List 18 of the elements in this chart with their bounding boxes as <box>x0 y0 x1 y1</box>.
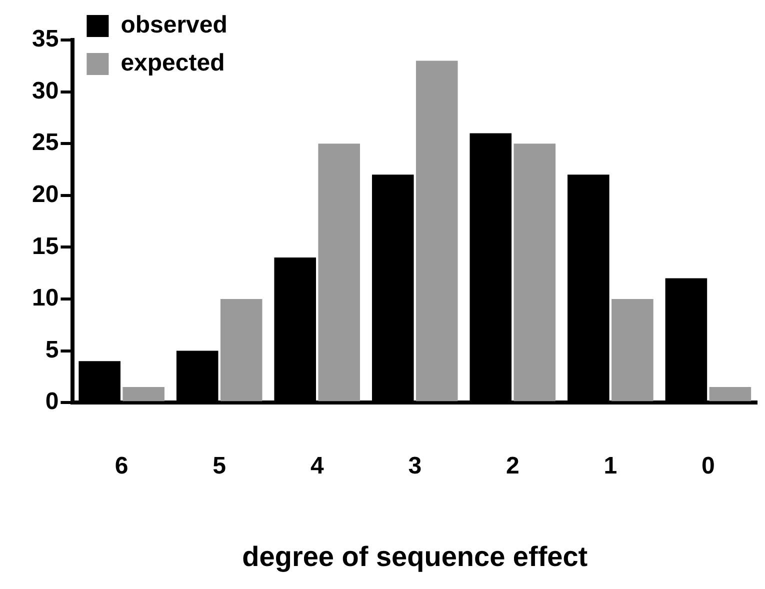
x-tick-label: 3 <box>408 452 422 480</box>
legend-label: observed <box>120 12 228 39</box>
x-tick-label: 5 <box>212 452 226 480</box>
x-tick-label: 6 <box>114 452 128 480</box>
x-tick-label: 1 <box>604 452 618 480</box>
y-tick-label: 20 <box>32 181 59 208</box>
y-tick-label: 15 <box>32 232 59 260</box>
x-tick-label: 0 <box>702 452 715 480</box>
x-tick-label: 4 <box>310 452 324 480</box>
legend-label: expected <box>120 50 225 77</box>
x-tick-label: 2 <box>506 452 520 480</box>
y-tick-label: 35 <box>32 26 59 53</box>
y-tick-label: 25 <box>32 129 59 156</box>
y-tick-label: 10 <box>32 284 59 312</box>
y-tick-label: 30 <box>32 77 59 104</box>
y-tick-label: 5 <box>45 336 59 364</box>
y-tick-label: 0 <box>45 388 59 416</box>
x-axis-title: degree of sequence effect <box>242 540 588 572</box>
